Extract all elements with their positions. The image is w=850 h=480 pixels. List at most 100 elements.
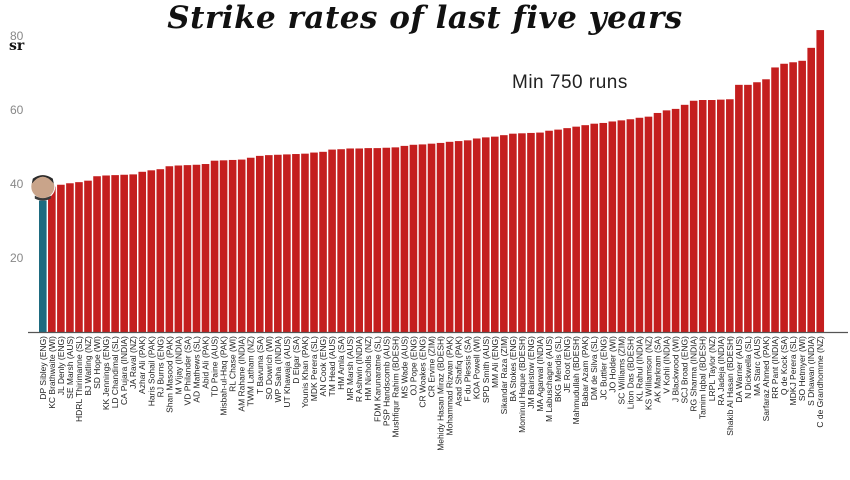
bar	[581, 125, 589, 332]
bar	[518, 133, 526, 332]
x-tick-label: Tamim Iqbal (BDESH)	[698, 336, 708, 419]
bar	[707, 100, 716, 332]
bar	[147, 170, 156, 332]
x-tick-label: RA Jadeja (INDIA)	[716, 336, 726, 406]
bar	[807, 47, 815, 333]
x-tick-label: V Kohli (INDIA)	[662, 336, 672, 394]
bar	[717, 99, 725, 332]
x-tick-label: RJ Burns (ENG)	[155, 336, 165, 398]
bar	[427, 143, 436, 332]
bar	[337, 149, 345, 332]
bar	[391, 147, 400, 332]
bar	[355, 148, 363, 332]
bar	[373, 148, 382, 332]
x-tick-label: MA Agarwal (INDIA)	[535, 336, 545, 412]
x-tick-label: TWM Latham (NZ)	[246, 336, 256, 407]
x-tick-label: KS Williamson (NZ)	[643, 336, 653, 410]
x-tick-label: MS Wade (AUS)	[399, 336, 409, 399]
bar	[382, 147, 391, 332]
x-tick-label: M Vijay (INDIA)	[173, 336, 183, 395]
bar	[418, 144, 427, 332]
x-tick-label: Mahmudullah (BDESH)	[571, 336, 581, 425]
bar	[274, 154, 282, 332]
x-tick-label: JE Root (ENG)	[562, 336, 572, 393]
chart-title: Strike rates of last five years	[167, 0, 683, 36]
x-tick-label: MR Marsh (AUS)	[345, 336, 355, 401]
bar	[138, 171, 147, 332]
x-tick-label: LRPL Taylor (NZ)	[707, 336, 717, 401]
x-tick-label: AN Cook (ENG)	[318, 336, 328, 397]
x-tick-label: N Dickwella (SL)	[743, 336, 753, 399]
y-axis-ticks: 20 40 60 80	[10, 29, 24, 265]
x-tick-label: CA Pujara (INDIA)	[119, 336, 129, 405]
bar	[762, 79, 770, 332]
bar	[680, 104, 689, 332]
x-tick-label: Abid Ali (PAK)	[201, 336, 211, 389]
x-tick-label: Babar Azam (PAK)	[580, 336, 590, 407]
bar	[500, 135, 508, 332]
x-tick-label: DA Warner (AUS)	[734, 336, 744, 403]
y-tick-label: 60	[10, 103, 24, 117]
x-tick-label: Shakib Al Hasan (BDESH)	[725, 336, 735, 436]
x-tick-label: VD Philander (SA)	[182, 336, 192, 406]
x-tick-label: PSP Handscomb (AUS)	[381, 336, 391, 426]
bar	[635, 117, 644, 333]
bar	[400, 145, 409, 332]
x-tick-label: BA Stokes (ENG)	[508, 336, 518, 402]
bar	[789, 62, 797, 333]
bar	[84, 180, 92, 332]
x-tick-label: Sikandar Raza (ZIM)	[499, 336, 509, 415]
x-tick-label: SO Dowrich (WI)	[264, 336, 274, 400]
x-tick-label: RR Pant (INDIA)	[770, 336, 780, 399]
x-tick-label: C de Grandhomme (NZ)	[815, 336, 825, 428]
bar	[780, 63, 788, 332]
x-tick-label: JA Raval (NZ)	[128, 336, 138, 389]
bar	[753, 82, 761, 332]
bar	[165, 166, 174, 332]
x-tick-label: S Dhawan (INDIA)	[806, 336, 816, 406]
bar	[454, 141, 463, 332]
x-tick-label: TM Head (AUS)	[327, 336, 337, 397]
bar	[545, 130, 553, 332]
x-tick-label: WP Saha (INDIA)	[273, 336, 283, 403]
bar	[599, 122, 608, 332]
x-tick-label: JM Bairstow (ENG)	[526, 336, 536, 409]
bar-series	[39, 30, 825, 333]
x-tick-label: TD Paine (AUS)	[210, 336, 220, 397]
y-tick-label: 40	[10, 177, 24, 191]
x-tick-label: Liton Das (BDESH)	[625, 336, 635, 409]
bar	[590, 123, 599, 332]
x-tick-label: AK Markram (SA)	[653, 336, 663, 403]
bar	[246, 157, 255, 332]
bar	[228, 159, 237, 332]
bar	[301, 153, 309, 332]
x-tick-label: Sarfaraz Ahmed (PAK)	[761, 336, 771, 422]
bar	[319, 151, 327, 332]
bar	[509, 133, 517, 332]
x-tick-label: SD Hope (WI)	[92, 336, 102, 389]
x-tick-label: MDKJ Perera (SL)	[788, 336, 798, 406]
bar	[463, 140, 472, 332]
x-tick-label: CR Ervine (ZIM)	[427, 336, 437, 398]
x-tick-label: UT Khawaja (AUS)	[282, 336, 292, 408]
bar	[129, 174, 137, 332]
x-tick-label: Mohammad Rizwan (PAK)	[445, 336, 455, 436]
y-axis-label: sr	[9, 38, 25, 54]
bar	[156, 169, 165, 332]
x-axis-tick-labels: DP Sibley (ENG) KC Brathwaite (WI) JL Denl…	[38, 336, 825, 451]
bar	[210, 160, 219, 332]
bar	[111, 175, 119, 332]
x-tick-label: Mehidy Hasan Miraz (BDESH)	[436, 336, 446, 451]
bar	[644, 116, 653, 332]
bar	[183, 165, 192, 332]
x-tick-label: KL Rahul (INDIA)	[634, 336, 644, 402]
bar	[310, 152, 318, 332]
bar	[617, 120, 626, 332]
bar	[491, 136, 499, 332]
x-tick-label: HM Amla (SA)	[336, 336, 346, 390]
bar	[120, 174, 128, 332]
chart-annotation: Min 750 runs	[512, 72, 628, 93]
bar	[472, 138, 481, 332]
x-tick-label: MA Starc (AUS)	[752, 336, 762, 396]
